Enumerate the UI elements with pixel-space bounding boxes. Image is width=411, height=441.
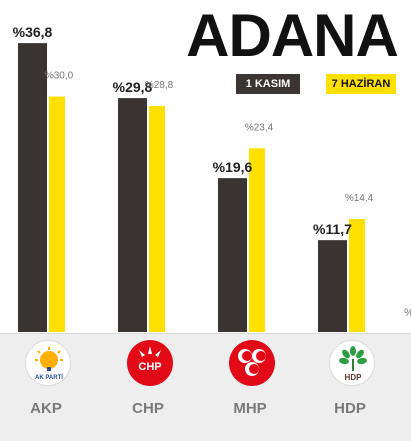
party-name-mhp: MHP (233, 400, 267, 417)
bar-akp-7-haziran (49, 96, 65, 332)
party-akp: AK PARTİ AKP (1, 334, 91, 441)
bar-mhp-1-kasim (218, 178, 247, 332)
akp-logo-icon: AK PARTİ (25, 340, 71, 386)
bar-hdp-7-haziran (349, 218, 365, 332)
bar-chp-7-haziran (149, 105, 165, 332)
chp-logo-text: CHP (138, 361, 161, 373)
data-label-akp-7-haziran: %30,0 (45, 71, 74, 82)
data-labels-group: %36,8 %30,0 %29,8%28,8 %19,6 %23,4 %11,7 %14,4… (13, 24, 411, 319)
party-chp: CHP CHP (103, 334, 193, 441)
chp-logo-icon: CHP (127, 340, 173, 386)
data-label-chp-7-haziran: %28,8 (145, 80, 174, 91)
party-mhp: MHP (205, 334, 295, 441)
bar-akp-1-kasim (18, 43, 47, 333)
bar-chart: %36,8 %30,0 %29,8%28,8 %19,6 %23,4 %11,7 %14,4… (13, 24, 411, 333)
hdp-logo-text: HDP (345, 373, 363, 382)
party-name-akp: AKP (30, 400, 62, 417)
chart-title: ADANA (186, 2, 399, 69)
legend-item-7-haziran: 7 HAZİRAN (326, 74, 396, 94)
bar-mhp-7-haziran (249, 148, 265, 332)
party-hdp: HDP HDP (305, 334, 395, 441)
mhp-logo-icon (229, 340, 275, 386)
party-band: AK PARTİ AKP CHP CHP (0, 333, 411, 441)
data-label-hdp-7-haziran: %14,4 (345, 193, 374, 204)
akp-logo-text: AK PARTİ (35, 374, 63, 381)
bar-chp-1-kasim (118, 98, 147, 332)
data-label-mhp-7-haziran: %23,4 (245, 122, 274, 133)
bar-hdp-1-kasim (318, 240, 347, 332)
data-label-hdp-1-kasim: %11,7 (313, 221, 352, 237)
party-name-hdp: HDP (334, 400, 366, 417)
legend-item-1-kasim: 1 KASIM (236, 74, 300, 94)
data-label-chp-1-kasim: %29,8 (113, 79, 153, 95)
bars-group (18, 43, 365, 333)
party-name-chp: CHP (132, 400, 164, 417)
data-label-partial: % (404, 307, 411, 319)
data-label-mhp-1-kasim: %19,6 (213, 159, 253, 175)
data-label-akp-1-kasim: %36,8 (13, 24, 53, 40)
hdp-logo-icon: HDP (329, 340, 375, 386)
